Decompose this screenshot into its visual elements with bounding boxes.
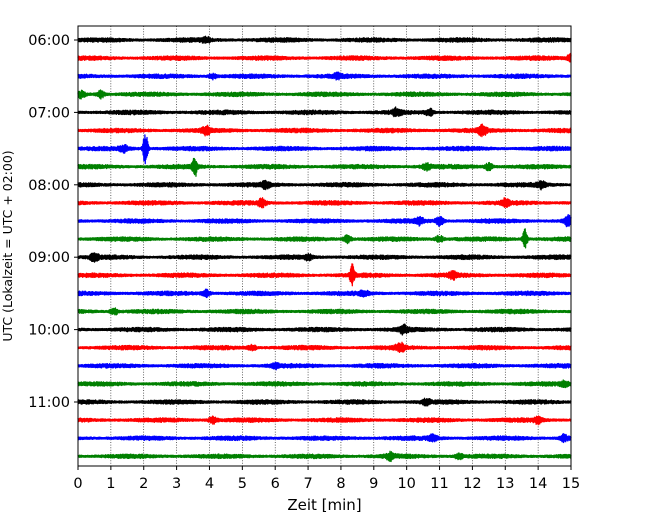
y-tick-label-5: 11:00 (28, 395, 70, 411)
trace-1000 (77, 323, 572, 336)
trace-1130 (77, 432, 572, 444)
trace-1115 (77, 415, 572, 426)
y-tick-label-2: 08:00 (28, 178, 70, 194)
trace-0600 (77, 35, 572, 45)
y-tick-label-0: 06:00 (28, 33, 70, 49)
plot-frame (77, 25, 572, 467)
y-tick-label-4: 10:00 (28, 323, 70, 339)
trace-0715 (77, 123, 572, 138)
trace-0745 (77, 157, 572, 177)
trace-0700 (77, 106, 572, 118)
trace-0830 (77, 213, 572, 228)
x-tick-label-10: 10 (397, 476, 415, 492)
trace-0815 (77, 197, 572, 209)
x-tick-label-7: 7 (303, 476, 312, 492)
x-tick-label-1: 1 (106, 476, 115, 492)
trace-1145 (77, 450, 572, 463)
trace-0930 (77, 288, 572, 299)
x-tick-label-3: 3 (172, 476, 181, 492)
trace-0900 (77, 252, 572, 263)
x-axis-label: Zeit [min] (287, 496, 361, 514)
x-tick-label-14: 14 (529, 476, 547, 492)
x-tick-label-11: 11 (430, 476, 448, 492)
x-tick-label-2: 2 (139, 476, 148, 492)
x-tick-label-12: 12 (463, 476, 481, 492)
trace-0730 (77, 134, 572, 165)
trace-1015 (77, 341, 572, 353)
trace-1100 (77, 397, 572, 407)
trace-0945 (77, 307, 572, 316)
trace-0645 (77, 89, 572, 100)
trace-0800 (77, 179, 572, 191)
x-tick-label-9: 9 (369, 476, 378, 492)
y-axis-label: UTC (Lokalzeit = UTC + 02:00) (0, 150, 15, 341)
y-axis-ticks: 06:00 07:00 08:00 09:00 10:00 11:00 (28, 33, 78, 411)
x-tick-label-8: 8 (336, 476, 345, 492)
trace-0630 (77, 71, 572, 81)
trace-0845 (77, 228, 572, 249)
trace-1045 (77, 379, 572, 389)
y-tick-label-1: 07:00 (28, 105, 70, 121)
x-tick-label-5: 5 (238, 476, 247, 492)
x-axis-ticks: 0 1 2 3 4 5 6 7 8 9 10 11 12 13 14 15 (73, 466, 580, 492)
vertical-gridlines (110, 26, 539, 466)
x-tick-label-6: 6 (271, 476, 280, 492)
x-tick-label-4: 4 (205, 476, 214, 492)
x-tick-label-13: 13 (496, 476, 514, 492)
trace-1030 (77, 361, 572, 371)
trace-0915 (77, 263, 572, 287)
trace-lines (77, 35, 572, 463)
x-tick-label-0: 0 (73, 476, 82, 492)
trace-0615 (77, 52, 572, 63)
plot-background (78, 26, 571, 466)
y-tick-label-3: 09:00 (28, 250, 70, 266)
x-tick-label-15: 15 (562, 476, 580, 492)
